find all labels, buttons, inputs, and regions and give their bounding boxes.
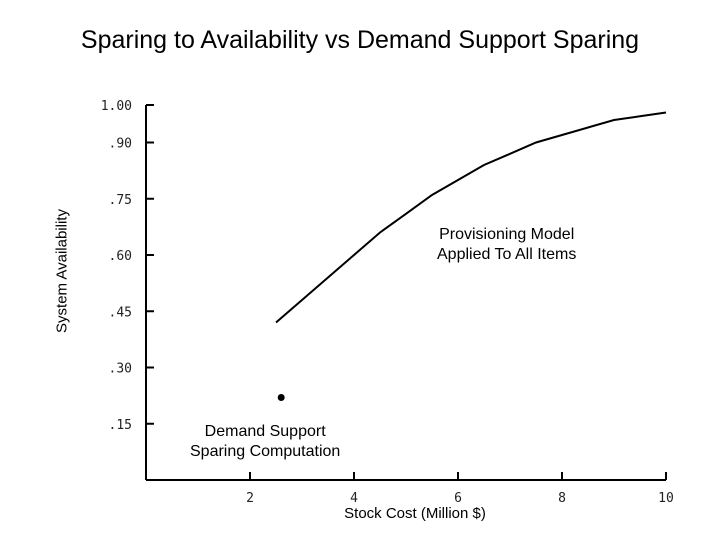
x-axis-label: Stock Cost (Million $) xyxy=(344,505,486,522)
y-tick-label: .30 xyxy=(109,362,132,377)
x-tick-label: 6 xyxy=(454,491,462,506)
x-tick-label: 10 xyxy=(658,491,674,506)
y-ticks: .15 .30 .45 .60 .75 .90 1.00 xyxy=(101,99,154,433)
series-line-provisioning xyxy=(275,111,667,324)
y-tick-label: .60 xyxy=(109,249,132,264)
annotation-line: Provisioning Model xyxy=(439,226,575,243)
y-tick-label: .45 xyxy=(109,305,132,320)
annotation-demand-support: Demand Support Sparing Computation xyxy=(190,422,340,462)
chart-title: Sparing to Availability vs Demand Suppor… xyxy=(80,26,640,54)
x-tick-label: 2 xyxy=(246,491,254,506)
axes xyxy=(145,105,666,481)
annotation-provisioning-model: Provisioning Model Applied To All Items xyxy=(437,225,576,265)
y-tick-label: .75 xyxy=(109,193,132,208)
series-layer xyxy=(275,111,667,401)
x-ticks: 2 4 6 8 10 xyxy=(246,472,674,506)
annotation-line: Demand Support xyxy=(204,423,326,440)
y-tick-label: 1.00 xyxy=(101,99,132,114)
y-tick-label: .90 xyxy=(109,137,132,152)
annotation-line: Applied To All Items xyxy=(437,246,577,263)
annotation-line: Sparing Computation xyxy=(190,443,341,460)
data-point-demand-support xyxy=(277,394,285,401)
x-tick-label: 8 xyxy=(558,491,566,506)
x-tick-label: 4 xyxy=(350,491,358,506)
y-tick-label: .15 xyxy=(109,418,132,433)
